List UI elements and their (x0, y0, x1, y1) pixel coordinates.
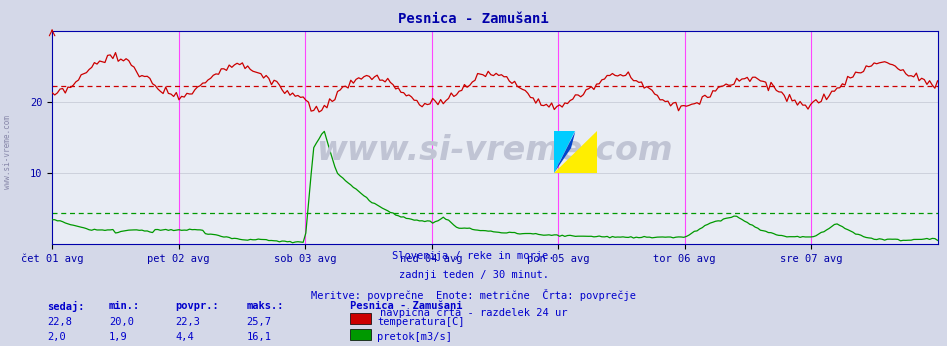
Text: pretok[m3/s]: pretok[m3/s] (377, 332, 452, 342)
Text: 4,4: 4,4 (175, 332, 194, 342)
Text: zadnji teden / 30 minut.: zadnji teden / 30 minut. (399, 270, 548, 280)
Text: min.:: min.: (109, 301, 140, 311)
Text: Pesnica - Zamušani: Pesnica - Zamušani (350, 301, 463, 311)
Text: 22,8: 22,8 (47, 317, 72, 327)
Text: www.si-vreme.com: www.si-vreme.com (316, 134, 673, 167)
Text: www.si-vreme.com: www.si-vreme.com (3, 115, 12, 189)
Text: 16,1: 16,1 (246, 332, 271, 342)
Text: 25,7: 25,7 (246, 317, 271, 327)
Text: 2,0: 2,0 (47, 332, 66, 342)
Text: navpična črta - razdelek 24 ur: navpična črta - razdelek 24 ur (380, 308, 567, 318)
Text: Slovenija / reke in morje.: Slovenija / reke in morje. (392, 251, 555, 261)
Text: temperatura[C]: temperatura[C] (377, 317, 464, 327)
Text: maks.:: maks.: (246, 301, 284, 311)
Text: Pesnica - Zamušani: Pesnica - Zamušani (398, 12, 549, 26)
Text: povpr.:: povpr.: (175, 301, 219, 311)
Text: 22,3: 22,3 (175, 317, 200, 327)
Text: sedaj:: sedaj: (47, 301, 85, 312)
Text: 1,9: 1,9 (109, 332, 128, 342)
Text: 20,0: 20,0 (109, 317, 134, 327)
Text: Meritve: povprečne  Enote: metrične  Črta: povprečje: Meritve: povprečne Enote: metrične Črta:… (311, 289, 636, 301)
